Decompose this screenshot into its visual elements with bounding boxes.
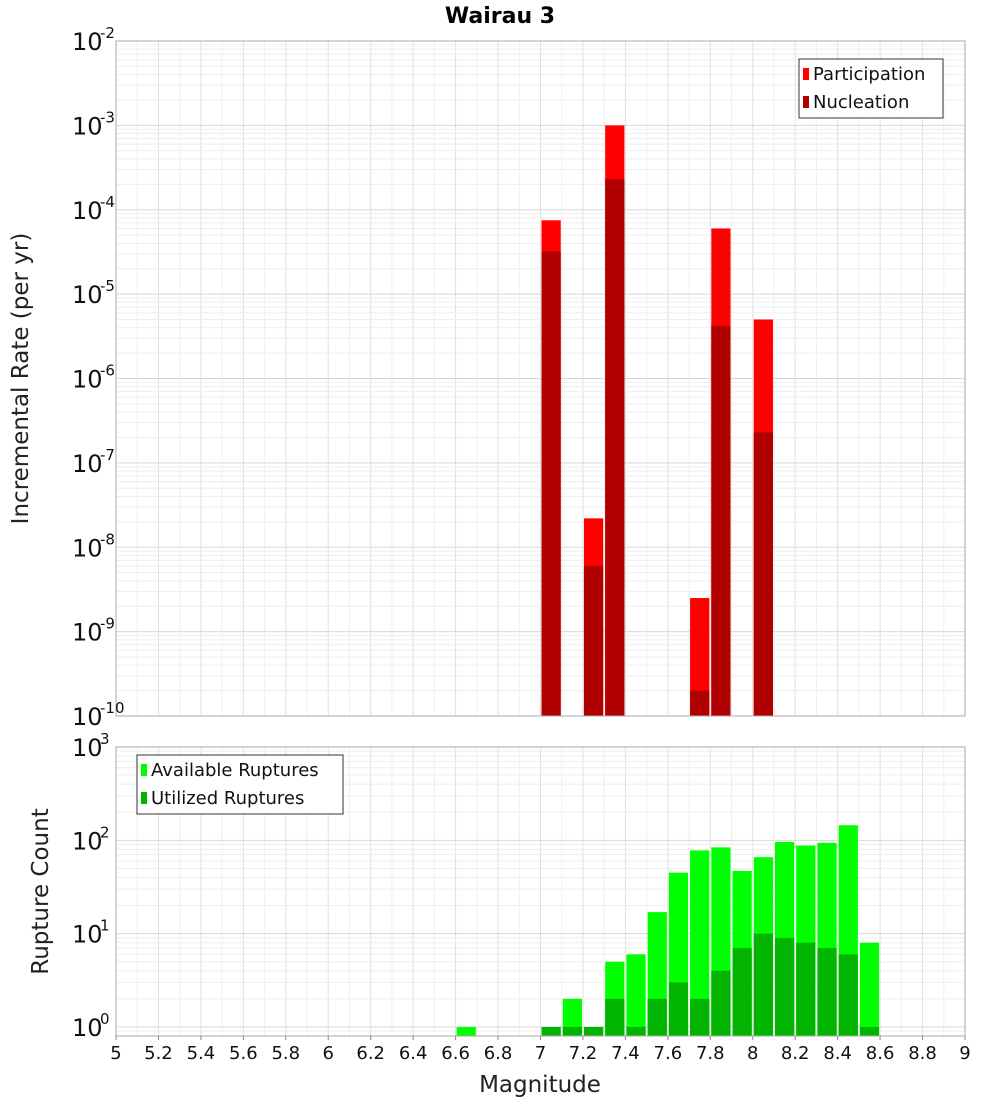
bar-utilized-ruptures (796, 942, 816, 1036)
y-tick-label: 10 (72, 197, 103, 225)
y-tick-label: 10 (72, 921, 103, 949)
bar-utilized-ruptures (583, 1026, 604, 1036)
bar-nucleation (605, 179, 625, 716)
bar-utilized-ruptures (690, 998, 710, 1036)
y-tick-label: 10 (72, 281, 103, 309)
bar-utilized-ruptures (626, 1026, 646, 1036)
x-axis: 5 5.2 5.4 5.6 5.8 6 6.2 6.4 6.6 6.8 7 7.2 7.4 7.6 7.8 8… (110, 1036, 971, 1064)
bar-utilized-ruptures (562, 1026, 582, 1036)
bar-utilized-ruptures (605, 998, 625, 1036)
x-tick-label: 7.6 (654, 1043, 683, 1064)
y-tick-label: 10 (72, 112, 103, 140)
y-tick-exponent: -3 (100, 108, 115, 126)
y-tick-exponent: -2 (100, 24, 115, 42)
legend-swatch (803, 68, 809, 80)
y-tick-label: 10 (72, 28, 103, 56)
y-tick-exponent: -10 (100, 699, 125, 717)
y-axis-label: Incremental Rate (per yr) (8, 233, 34, 525)
bar-utilized-ruptures (541, 1026, 561, 1036)
y-tick-label: 10 (72, 734, 103, 762)
y-tick-label: 10 (72, 703, 103, 731)
bar-utilized-ruptures (732, 948, 752, 1036)
x-tick-label: 6.2 (356, 1043, 385, 1064)
x-tick-label: 5 (110, 1043, 121, 1064)
y-tick-exponent: -7 (100, 446, 115, 464)
y-tick-exponent: -8 (100, 530, 115, 548)
y-tick-label: 10 (72, 366, 103, 394)
bar-available-ruptures (626, 954, 646, 1036)
bar-utilized-ruptures (711, 970, 731, 1036)
bar-utilized-ruptures (817, 948, 837, 1036)
x-tick-label: 7 (535, 1043, 546, 1064)
plot-frame (115, 40, 966, 717)
bar-utilized-ruptures (668, 982, 689, 1036)
x-tick-label: 5.6 (229, 1043, 258, 1064)
bar-available-ruptures (690, 850, 710, 1036)
legend-label: Participation (813, 64, 925, 85)
bar-available-ruptures (562, 998, 582, 1036)
legend-label: Available Ruptures (151, 760, 319, 781)
x-tick-label: 7.8 (696, 1043, 725, 1064)
y-tick-exponent: 0 (100, 1010, 110, 1028)
chart-title: Wairau 3 (445, 4, 555, 29)
bar-utilized-ruptures (859, 1026, 880, 1036)
bar-available-ruptures (859, 942, 880, 1036)
bar-nucleation (753, 432, 773, 716)
legend-swatch (803, 96, 809, 108)
plot-panel-1: 10-210-310-410-510-610-710-810-910-10Inc… (8, 24, 966, 731)
y-tick-label: 10 (72, 1014, 103, 1042)
legend-label: Utilized Ruptures (151, 788, 304, 809)
x-tick-label: 9 (959, 1043, 970, 1064)
bar-available-ruptures (456, 1026, 476, 1036)
bar-utilized-ruptures (838, 954, 858, 1036)
bar-nucleation (583, 565, 604, 716)
x-tick-label: 8.6 (866, 1043, 895, 1064)
x-tick-label: 6.4 (399, 1043, 428, 1064)
y-tick-exponent: -5 (100, 277, 115, 295)
bar-nucleation (541, 251, 561, 716)
y-tick-exponent: -4 (100, 193, 115, 211)
y-tick-exponent: -6 (100, 362, 115, 380)
bar-utilized-ruptures (753, 933, 773, 1036)
legend-label: Nucleation (813, 92, 909, 113)
legend-box (798, 58, 944, 119)
y-tick-label: 10 (72, 534, 103, 562)
y-tick-label: 10 (72, 827, 103, 855)
bar-participation (690, 598, 710, 716)
y-tick-exponent: -9 (100, 615, 115, 633)
x-tick-label: 6.6 (441, 1043, 470, 1064)
x-tick-label: 8 (747, 1043, 758, 1064)
y-tick-label: 10 (72, 450, 103, 478)
x-tick-label: 8.8 (908, 1043, 937, 1064)
x-tick-label: 7.2 (569, 1043, 598, 1064)
y-axis-label: Rupture Count (28, 808, 54, 974)
x-tick-label: 8.4 (823, 1043, 852, 1064)
x-tick-label: 5.2 (144, 1043, 173, 1064)
y-tick-exponent: 1 (100, 917, 110, 935)
x-tick-label: 8.2 (781, 1043, 810, 1064)
legend-swatch (141, 792, 147, 804)
legend-box (136, 754, 344, 815)
y-tick-exponent: 2 (100, 823, 110, 841)
y-tick-label: 10 (72, 619, 103, 647)
x-tick-label: 5.8 (271, 1043, 300, 1064)
x-tick-label: 6 (323, 1043, 334, 1064)
bar-utilized-ruptures (647, 998, 667, 1036)
x-tick-label: 7.4 (611, 1043, 640, 1064)
legend-swatch (141, 764, 147, 776)
x-tick-label: 6.8 (484, 1043, 513, 1064)
x-tick-label: 5.4 (187, 1043, 216, 1064)
x-axis-label: Magnitude (479, 1072, 601, 1098)
bar-nucleation (690, 690, 710, 716)
bar-nucleation (711, 325, 731, 716)
bar-utilized-ruptures (774, 937, 795, 1036)
y-tick-exponent: 3 (100, 730, 110, 748)
